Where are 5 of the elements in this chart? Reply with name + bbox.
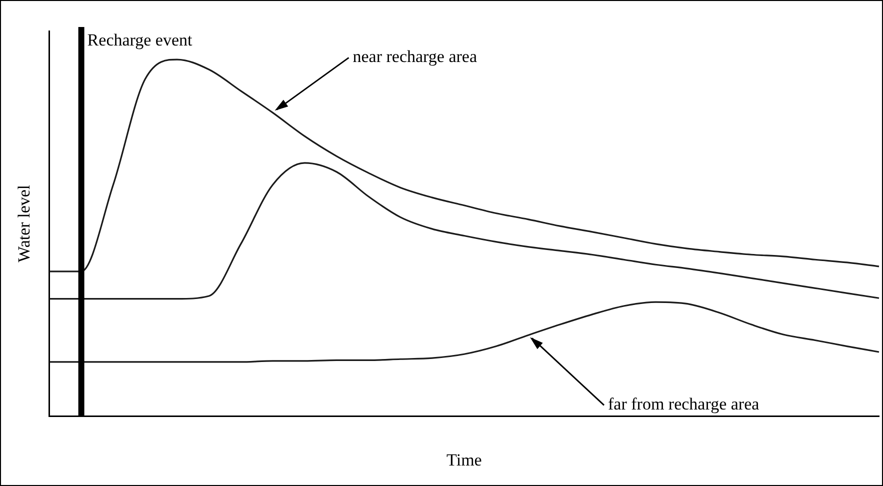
text: Recharge event — [87, 30, 193, 50]
x-axis-title: Time — [446, 450, 482, 470]
annotation: near recharge area — [352, 47, 478, 66]
annotation: far from recharge area — [608, 394, 760, 414]
y-axis-title: Water level — [14, 184, 34, 262]
